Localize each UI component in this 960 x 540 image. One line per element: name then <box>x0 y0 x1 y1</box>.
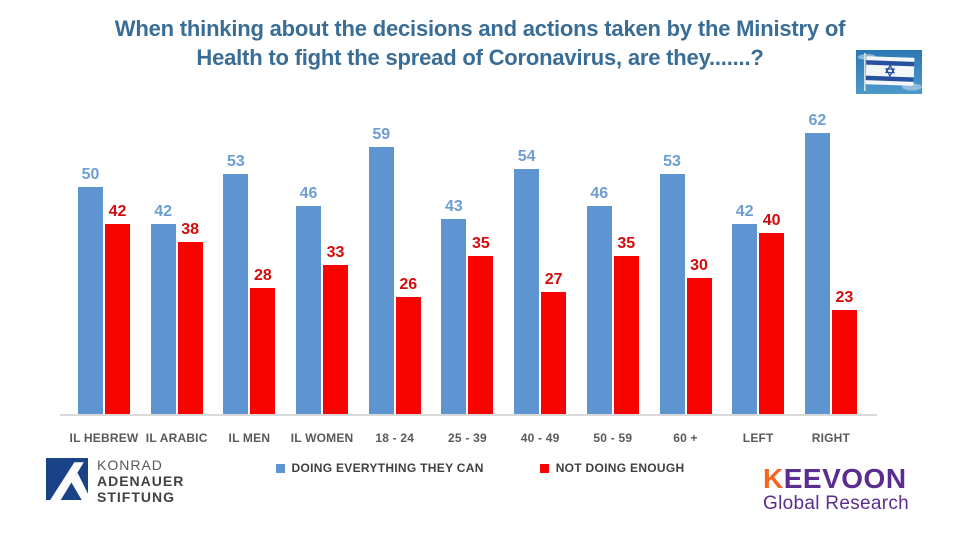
category-label: IL MEN <box>228 431 271 445</box>
keevoon-logo: KEEVOON Global Research <box>763 465 910 514</box>
bar-value-label: 62 <box>808 112 827 129</box>
bar-group: 53 30 60 + <box>659 125 712 445</box>
bar-not-doing-enough <box>177 242 203 415</box>
bar-not-doing-enough <box>613 256 639 415</box>
bar-group: 42 40 LEFT <box>732 125 785 445</box>
kas-logo: KONRAD ADENAUER STIFTUNG <box>44 456 191 508</box>
bar-value-label: 33 <box>326 244 345 261</box>
bar-group: 62 23 RIGHT <box>804 112 857 445</box>
bar-value-label: 50 <box>81 166 100 183</box>
kas-logo-text: KONRAD ADENAUER STIFTUNG <box>97 457 185 505</box>
bar-value-label: 35 <box>617 235 636 252</box>
chart-legend: DOING EVERYTHING THEY CAN NOT DOING ENOUG… <box>0 461 960 475</box>
bar-doing-everything <box>804 133 830 415</box>
bar-not-doing-enough <box>759 233 785 415</box>
bar-doing-everything <box>150 224 176 415</box>
bar-not-doing-enough <box>831 310 857 415</box>
keevoon-k: K <box>763 463 784 494</box>
bar-group: 42 38 IL ARABIC <box>146 125 208 445</box>
bar-doing-everything <box>368 147 394 415</box>
bar-value-label: 27 <box>544 271 563 288</box>
category-label: 18 - 24 <box>375 431 415 445</box>
legend-label: NOT DOING ENOUGH <box>555 461 685 475</box>
category-label: RIGHT <box>811 431 851 445</box>
bar-not-doing-enough <box>105 224 130 415</box>
bar-value-label: 42 <box>154 203 173 220</box>
keevoon-wordmark: KEEVOON <box>763 465 909 493</box>
bar-groups: 50 42 IL HEBREW 42 38 IL ARABIC 53 28 IL MEN 46 33… <box>70 112 857 445</box>
x-axis-line <box>60 414 877 416</box>
bar-value-label: 43 <box>445 198 463 215</box>
bar-group: 54 27 40 - 49 <box>514 125 567 445</box>
bar-value-label: 59 <box>372 126 391 143</box>
bar-value-label: 46 <box>299 185 318 202</box>
keevoon-subtitle: Global Research <box>763 493 910 514</box>
bar-value-label: 26 <box>399 276 418 293</box>
kas-line-adenauer: ADENAUER <box>97 472 185 489</box>
title-line-2: Health to fight the spread of Coronaviru… <box>196 45 764 71</box>
bar-not-doing-enough <box>395 297 421 415</box>
bar-group: 43 35 25 - 39 <box>441 125 494 445</box>
bar-doing-everything <box>78 187 103 415</box>
title-line-1: When thinking about the decisions and ac… <box>114 16 846 41</box>
bar-doing-everything <box>659 174 685 415</box>
bar-value-label: 46 <box>590 185 609 202</box>
bar-chart: 50 42 IL HEBREW 42 38 IL ARABIC 53 28 IL MEN 46 33… <box>70 112 857 445</box>
legend-swatch-icon <box>539 463 549 473</box>
legend-label: DOING EVERYTHING THEY CAN <box>291 461 484 475</box>
bar-doing-everything <box>586 206 612 415</box>
bar-value-label: 40 <box>762 212 781 229</box>
kas-line-stiftung: STIFTUNG <box>97 488 175 505</box>
bar-value-label: 38 <box>181 221 200 238</box>
legend-swatch-icon <box>275 463 285 473</box>
bar-value-label: 23 <box>835 289 854 306</box>
page-title: When thinking about the decisions and ac… <box>20 14 940 72</box>
kas-logo-mark-icon <box>46 458 88 505</box>
bar-doing-everything <box>296 206 322 415</box>
bar-group: 53 28 IL MEN <box>223 125 276 445</box>
bar-doing-everything <box>732 224 758 415</box>
legend-item: DOING EVERYTHING THEY CAN <box>275 461 484 475</box>
bar-not-doing-enough <box>468 256 494 415</box>
bar-value-label: 42 <box>108 203 127 220</box>
bar-doing-everything <box>223 174 249 415</box>
bar-not-doing-enough <box>541 292 567 415</box>
bar-value-label: 30 <box>690 257 708 274</box>
bar-not-doing-enough <box>686 278 712 415</box>
legend-item: NOT DOING ENOUGH <box>539 461 685 475</box>
bar-value-label: 53 <box>663 153 681 170</box>
israel-flag-icon <box>856 50 922 94</box>
kas-line-konrad: KONRAD <box>97 457 163 473</box>
bar-doing-everything <box>441 219 467 415</box>
category-label: IL HEBREW <box>69 431 139 445</box>
bar-group: 46 35 50 - 59 <box>586 125 639 445</box>
bar-not-doing-enough <box>323 265 349 415</box>
bar-value-label: 54 <box>517 148 536 165</box>
bar-doing-everything <box>514 169 540 415</box>
bar-group: 59 26 18 - 24 <box>368 125 421 445</box>
category-label: LEFT <box>742 431 774 445</box>
bar-group: 50 42 IL HEBREW <box>70 125 139 445</box>
bar-value-label: 42 <box>735 203 754 220</box>
category-label: 40 - 49 <box>520 431 560 445</box>
category-label: 60 + <box>673 431 698 445</box>
keevoon-rest: EEVOON <box>783 463 907 494</box>
bar-not-doing-enough <box>250 288 276 415</box>
category-label: 25 - 39 <box>448 431 487 445</box>
bar-value-label: 53 <box>226 153 245 170</box>
bar-value-label: 28 <box>253 267 272 284</box>
category-label: IL ARABIC <box>145 431 208 445</box>
category-label: 50 - 59 <box>593 431 633 445</box>
category-label: IL WOMEN <box>290 431 354 445</box>
bar-value-label: 35 <box>472 235 490 252</box>
bar-group: 46 33 IL WOMEN <box>291 125 354 445</box>
